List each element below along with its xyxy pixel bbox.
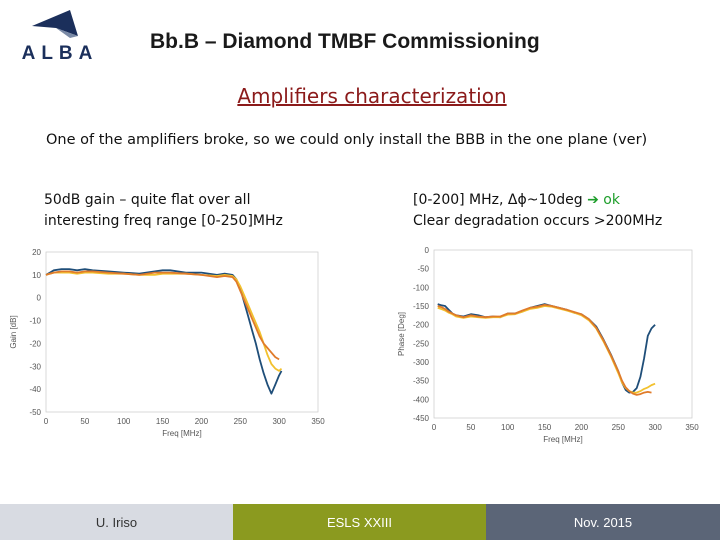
gain-x-tick-label: 250 (234, 417, 248, 426)
phase-x-axis-label: Freq [MHz] (543, 435, 583, 444)
slide-title: Bb.B – Diamond TMBF Commissioning (150, 30, 540, 53)
phase-y-tick-label: -150 (413, 302, 430, 311)
gain-y-tick-label: 10 (32, 271, 41, 280)
gain-y-tick-label: -50 (29, 408, 41, 417)
gain-y-tick-label: -30 (29, 362, 41, 371)
gain-y-tick-label: -10 (29, 317, 41, 326)
phase-y-tick-label: -450 (413, 414, 430, 423)
alba-logo-mark-shade (56, 28, 78, 38)
gain-note: 50dB gain – quite flat over all interest… (44, 190, 283, 232)
phase-note: [0-200] MHz, Δϕ~10deg ➔ ok Clear degrada… (413, 190, 662, 232)
phase-y-axis-label: Phase [Deg] (397, 312, 406, 356)
alba-logo: ALBA (22, 10, 99, 64)
slide-subtitle: Amplifiers characterization (237, 84, 507, 108)
phase-y-tick-label: -350 (413, 377, 430, 386)
gain-x-tick-label: 350 (311, 417, 325, 426)
gain-x-tick-label: 50 (80, 417, 89, 426)
gain-note-line1: 50dB gain – quite flat over all (44, 192, 251, 208)
phase-x-tick-label: 250 (612, 423, 626, 432)
arrow-right-icon: ➔ (587, 192, 599, 208)
phase-x-tick-label: 50 (466, 423, 475, 432)
gain-x-tick-label: 150 (156, 417, 170, 426)
phase-y-tick-label: 0 (425, 246, 430, 255)
alba-logo-text: ALBA (22, 43, 99, 64)
phase-note-range: [0-200] MHz, Δϕ~10deg (413, 192, 588, 208)
phase-x-tick-label: 100 (501, 423, 515, 432)
phase-note-line1: [0-200] MHz, Δϕ~10deg ➔ ok (413, 190, 662, 211)
phase-y-tick-label: -200 (413, 321, 430, 330)
alba-logo-mark (32, 10, 78, 36)
phase-y-tick-label: -250 (413, 339, 430, 348)
gain-series-line-3 (45, 270, 280, 361)
gain-y-axis-label: Gain [dB] (9, 315, 18, 348)
phase-x-tick-label: 350 (685, 423, 699, 432)
phase-note-ok: ok (603, 192, 620, 208)
phase-y-tick-label: -400 (413, 395, 430, 404)
phase-x-tick-label: 300 (648, 423, 662, 432)
phase-x-tick-label: 200 (575, 423, 589, 432)
gain-x-axis-label: Freq [MHz] (162, 429, 202, 438)
phase-y-tick-label: -50 (417, 265, 429, 274)
phase-x-tick-label: 0 (432, 423, 437, 432)
footer-event: ESLS XXIII (233, 504, 486, 540)
gain-x-tick-label: 200 (195, 417, 209, 426)
footer-bar: U. Iriso ESLS XXIII Nov. 2015 (0, 504, 720, 540)
footer-date: Nov. 2015 (486, 504, 720, 540)
phase-y-tick-label: -300 (413, 358, 430, 367)
gain-y-tick-label: 0 (37, 294, 42, 303)
gain-note-line2: interesting freq range [0-250]MHz (44, 213, 283, 229)
phase-x-tick-label: 150 (538, 423, 552, 432)
gain-series-line-2 (45, 271, 283, 372)
gain-plot-frame (45, 251, 319, 413)
gain-y-tick-label: -20 (29, 339, 41, 348)
phase-note-line2: Clear degradation occurs >200MHz (413, 213, 663, 229)
phase-plot-frame (433, 249, 693, 419)
gain-series-line-1 (45, 268, 283, 395)
phase-y-tick-label: -100 (413, 283, 430, 292)
gain-y-tick-label: -40 (29, 385, 41, 394)
phase-series-line-3 (437, 304, 652, 396)
gain-x-tick-label: 300 (272, 417, 286, 426)
footer-author: U. Iriso (0, 504, 233, 540)
gain-x-tick-label: 0 (44, 417, 49, 426)
gain-x-tick-label: 100 (117, 417, 131, 426)
gain-y-tick-label: 20 (32, 248, 41, 257)
intro-text: One of the amplifiers broke, so we could… (46, 132, 648, 148)
